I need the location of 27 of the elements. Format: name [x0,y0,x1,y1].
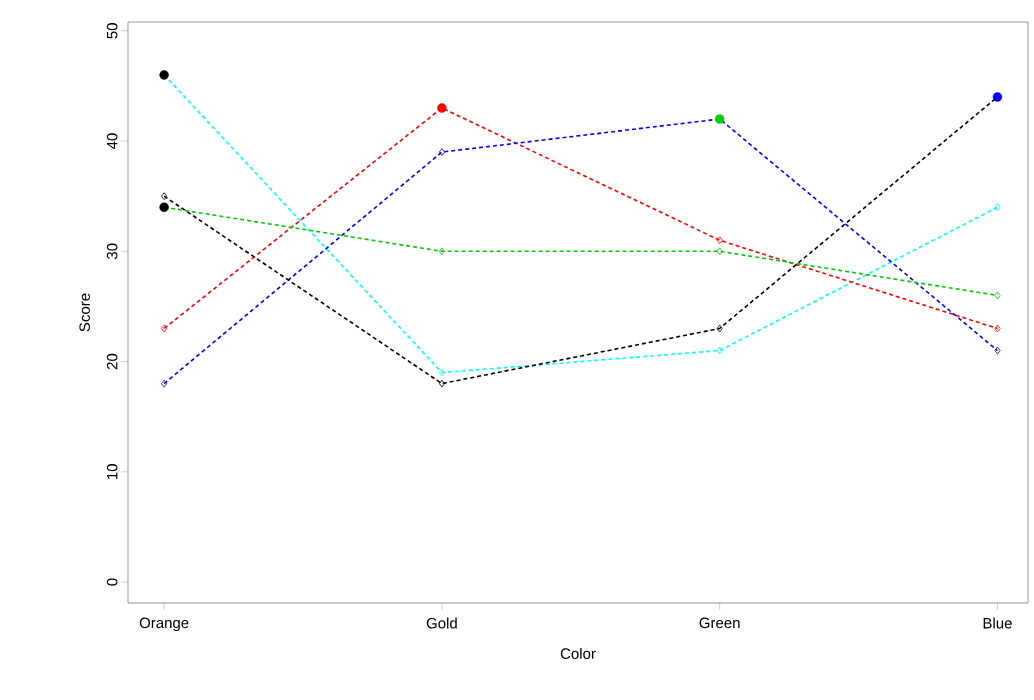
y-tick-label: 0 [106,578,118,586]
y-tick-label: 10 [106,464,118,479]
point [161,379,168,388]
y-axis-title: Score [79,293,90,332]
x-axis-title: Color [560,647,596,659]
point [438,148,445,156]
point [716,324,723,333]
x-tick-label: Orange [139,617,189,632]
point [716,346,723,355]
x-tick-label: Gold [426,617,457,629]
point [716,247,723,256]
point [438,247,445,256]
point [994,203,1001,212]
point [161,192,168,201]
point [716,236,723,245]
y-tick-label: 40 [106,133,118,150]
y-tick-label: 30 [106,243,118,260]
point [994,324,1001,333]
y-tick-label: 20 [106,353,118,370]
point [438,368,445,377]
x-tick-label: Blue [983,617,1012,629]
point [161,324,168,333]
point [438,379,445,388]
x-tick-label: Green [699,617,740,629]
y-tick-label: 50 [106,23,118,39]
point [994,346,1001,355]
point [994,291,1001,300]
